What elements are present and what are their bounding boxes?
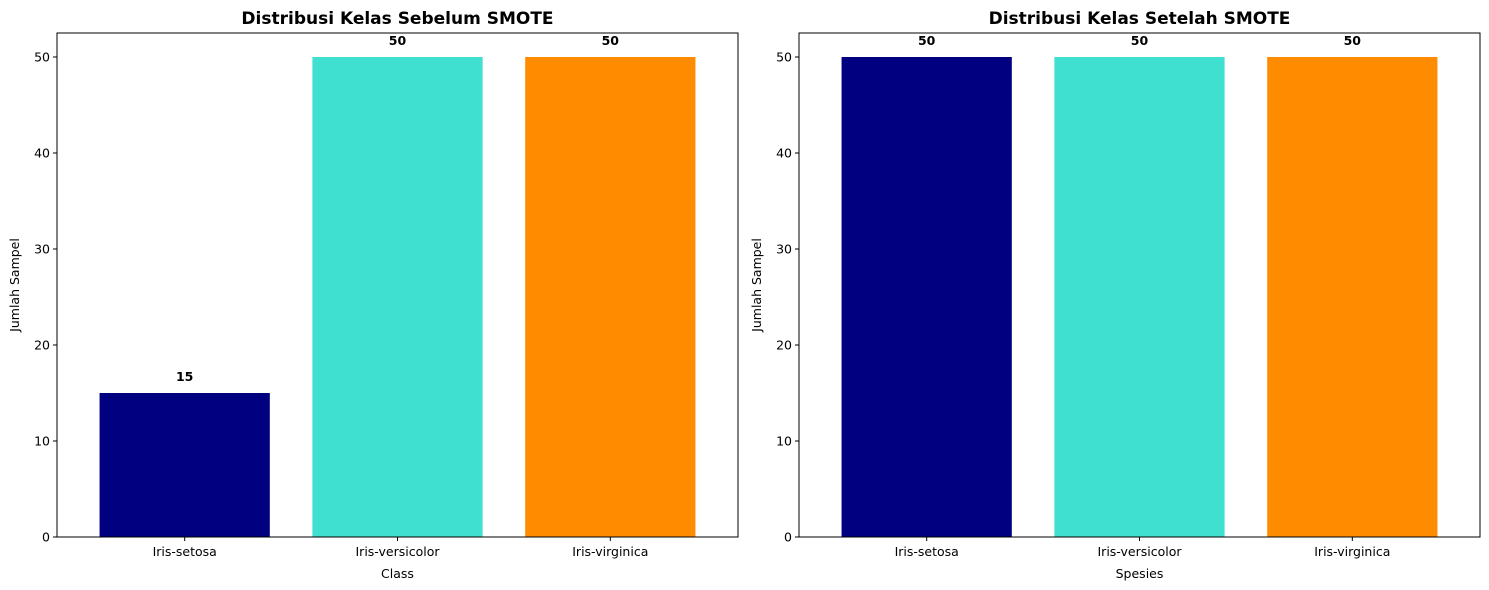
y-axis-label: Jumlah Sampel	[749, 238, 764, 333]
bar-iris-versicolor	[312, 57, 483, 537]
x-axis-label: Spesies	[1116, 566, 1164, 581]
bar-iris-setosa	[841, 57, 1012, 537]
y-tick-label: 0	[784, 530, 792, 545]
x-tick-label: Iris-versicolor	[1098, 544, 1183, 559]
x-axis-label: Class	[381, 566, 414, 581]
chart-title: Distribusi Kelas Sebelum SMOTE	[241, 9, 553, 29]
x-tick-label: Iris-virginica	[1314, 544, 1390, 559]
y-tick-label: 0	[42, 530, 50, 545]
y-tick-label: 20	[776, 338, 792, 353]
data-label-iris-virginica: 50	[1344, 33, 1362, 48]
y-tick-label: 10	[34, 434, 50, 449]
y-axis-label: Jumlah Sampel	[7, 238, 22, 333]
x-tick-label: Iris-virginica	[572, 544, 648, 559]
chart-panel-1: 15 50 50 0 10 20 30 40 50 Iris-setosa Iris-versico…	[7, 9, 739, 581]
chart-panel-2: 50 50 50 0 10 20 30 40 50 Iris-setosa Iris-versico…	[749, 9, 1481, 581]
data-label-iris-setosa: 50	[918, 33, 936, 48]
bar-iris-setosa	[99, 393, 270, 537]
y-tick-label: 20	[34, 338, 50, 353]
y-tick-label: 30	[776, 242, 792, 257]
y-tick-label: 50	[34, 50, 50, 65]
x-tick-label: Iris-setosa	[895, 544, 959, 559]
y-tick-label: 40	[776, 146, 792, 161]
bar-iris-virginica	[525, 57, 696, 537]
data-label-iris-virginica: 50	[602, 33, 620, 48]
y-tick-label: 10	[776, 434, 792, 449]
x-tick-label: Iris-setosa	[153, 544, 217, 559]
bar-iris-versicolor	[1054, 57, 1225, 537]
y-tick-label: 50	[776, 50, 792, 65]
data-label-iris-versicolor: 50	[389, 33, 407, 48]
chart-title: Distribusi Kelas Setelah SMOTE	[989, 9, 1291, 29]
x-tick-label: Iris-versicolor	[356, 544, 441, 559]
y-tick-label: 40	[34, 146, 50, 161]
bar-iris-virginica	[1267, 57, 1438, 537]
data-label-iris-versicolor: 50	[1131, 33, 1149, 48]
data-label-iris-setosa: 15	[176, 369, 193, 384]
y-tick-label: 30	[34, 242, 50, 257]
